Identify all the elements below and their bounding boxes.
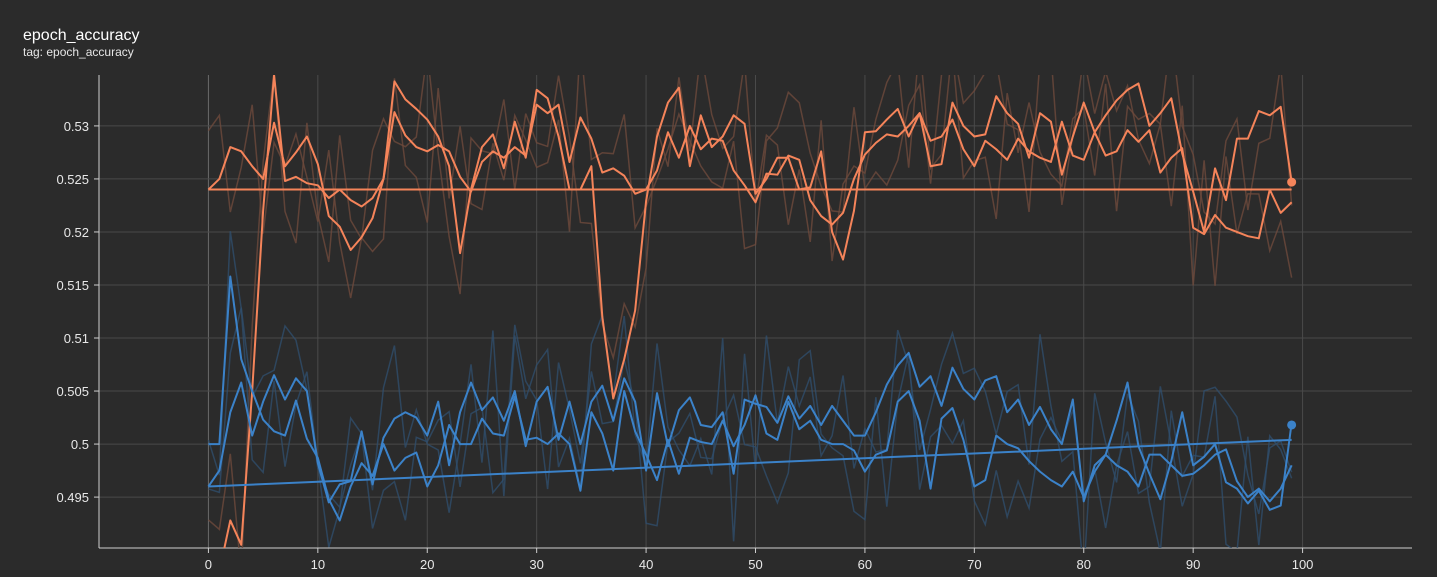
y-tick-label: 0.53 [64, 119, 89, 134]
y-tick-label: 0.515 [56, 278, 89, 293]
x-tick-label: 100 [1292, 557, 1314, 572]
series-line [223, 75, 1293, 548]
x-tick-label: 10 [311, 557, 325, 572]
series-line [207, 351, 1293, 511]
y-tick-label: 0.51 [64, 331, 89, 346]
x-tick-label: 0 [205, 557, 212, 572]
series-end-marker [1287, 420, 1297, 430]
x-tick-label: 60 [858, 557, 872, 572]
y-tick-label: 0.495 [56, 490, 89, 505]
series-group [207, 75, 1293, 548]
series-end-marker [1287, 177, 1297, 187]
series-line [208, 438, 1292, 488]
series-line [208, 275, 1293, 522]
chart-title: epoch_accuracy [23, 27, 140, 44]
y-tick-label: 0.5 [71, 437, 89, 452]
x-tick-label: 80 [1077, 557, 1091, 572]
y-tick-label: 0.505 [56, 384, 89, 399]
series-line [207, 103, 1293, 251]
x-tick-label: 90 [1186, 557, 1200, 572]
raw-trace-line [207, 75, 1293, 299]
raw-trace-line [207, 231, 1293, 548]
x-tick-label: 40 [639, 557, 653, 572]
x-tick-label: 70 [967, 557, 981, 572]
x-tick-label: 20 [420, 557, 434, 572]
y-tick-label: 0.52 [64, 225, 89, 240]
raw-trace-line [207, 75, 1293, 548]
chart-tag: tag: epoch_accuracy [23, 45, 134, 59]
y-tick-label: 0.525 [56, 172, 89, 187]
x-tick-label: 50 [748, 557, 762, 572]
x-tick-label: 30 [529, 557, 543, 572]
chart-header: epoch_accuracy tag: epoch_accuracy [23, 26, 140, 59]
